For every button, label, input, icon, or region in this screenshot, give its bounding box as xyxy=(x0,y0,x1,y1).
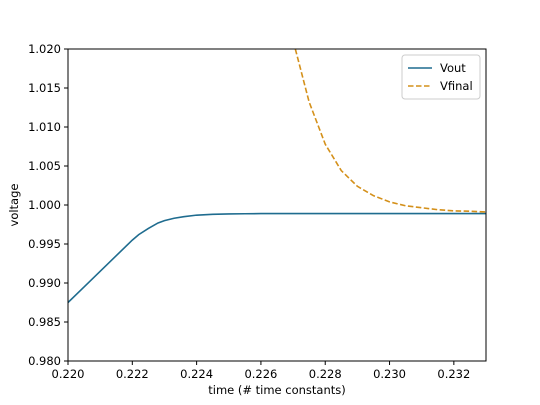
y-tick-label: 0.980 xyxy=(28,354,61,368)
y-tick-label: 0.985 xyxy=(28,315,61,329)
x-tick-label: 0.230 xyxy=(373,367,406,381)
y-tick-label: 1.020 xyxy=(28,42,61,56)
y-tick-label: 0.990 xyxy=(28,276,61,290)
series-line-vout xyxy=(68,212,486,304)
x-tick-label: 0.222 xyxy=(116,367,149,381)
y-tick-label: 1.010 xyxy=(28,120,61,134)
ticks-layer: 0.220 0.222 0.224 0.226 0.228 0.230 0.232 0.980… xyxy=(28,42,470,381)
x-tick-label: 0.220 xyxy=(52,367,85,381)
legend-box xyxy=(401,54,481,100)
legend-label-vout: Vout xyxy=(440,61,466,75)
y-axis-label: voltage xyxy=(7,184,21,227)
y-tick-label: 1.000 xyxy=(28,198,61,212)
x-axis-label: time (# time constants) xyxy=(208,383,346,397)
x-tick-label: 0.228 xyxy=(309,367,342,381)
x-tick-label: 0.224 xyxy=(180,367,213,381)
y-tick-label: 0.995 xyxy=(28,237,61,251)
legend-label-vfinal: Vfinal xyxy=(440,79,473,93)
y-tick-label: 1.015 xyxy=(28,81,61,95)
series-layer xyxy=(68,49,486,304)
x-tick-label: 0.232 xyxy=(437,367,470,381)
series-line-vfinal xyxy=(294,49,486,213)
x-tick-label: 0.226 xyxy=(244,367,277,381)
legend: Vout Vfinal xyxy=(401,54,481,100)
y-tick-label: 1.005 xyxy=(28,159,61,173)
